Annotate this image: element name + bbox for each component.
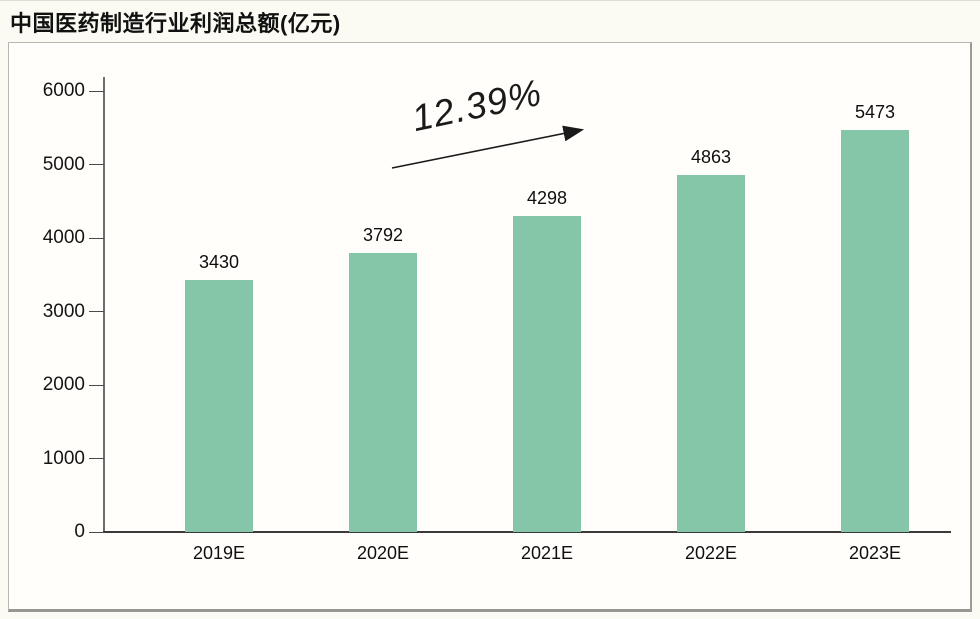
y-axis-tick-mark	[89, 164, 104, 165]
x-axis-category-label: 2022E	[684, 543, 738, 563]
bar-2020E	[349, 253, 417, 532]
bar-2021E	[513, 216, 581, 532]
bar-value-label: 5473	[854, 102, 896, 122]
bar-value-label: 4863	[690, 147, 732, 167]
y-axis-tick-label: 2000	[42, 374, 85, 395]
y-axis-tick-label: 1000	[42, 447, 85, 469]
y-axis-tick-mark	[89, 90, 104, 92]
growth-arrow-icon	[391, 125, 585, 169]
y-axis-tick-mark	[89, 311, 104, 312]
bar-2019E	[185, 280, 253, 532]
y-axis-tick-label: 0	[74, 521, 85, 542]
bar-value-label: 3792	[362, 225, 404, 245]
x-axis-category-label: 2020E	[356, 543, 410, 563]
y-axis-tick-label: 4000	[42, 227, 85, 248]
y-axis-line	[103, 77, 105, 533]
chart-title: 中国医药制造行业利润总额(亿元)	[10, 11, 341, 36]
y-axis-tick-mark	[89, 384, 104, 386]
y-axis-tick-label: 3000	[42, 300, 85, 322]
y-axis-tick-mark	[89, 458, 104, 459]
y-axis-tick-mark	[89, 531, 104, 533]
chart-panel: 12.39% 0 1000 2000 3000 4000 5000 6000 3430 2019…	[8, 42, 972, 612]
bar-chart: 12.39% 0 1000 2000 3000 4000 5000 6000 3430 2019…	[9, 43, 970, 609]
bar-2022E	[677, 175, 745, 532]
bar-value-label: 4298	[526, 188, 568, 208]
x-axis-category-label: 2019E	[192, 543, 246, 563]
y-axis-tick-mark	[89, 237, 104, 239]
bar-2023E	[841, 130, 909, 532]
bar-value-label: 3430	[198, 252, 240, 272]
x-axis-line	[103, 531, 951, 533]
x-axis-category-label: 2023E	[848, 543, 902, 563]
y-axis-tick-label: 6000	[42, 80, 85, 101]
y-axis-tick-label: 5000	[42, 153, 85, 175]
x-axis-category-label: 2021E	[520, 543, 574, 563]
